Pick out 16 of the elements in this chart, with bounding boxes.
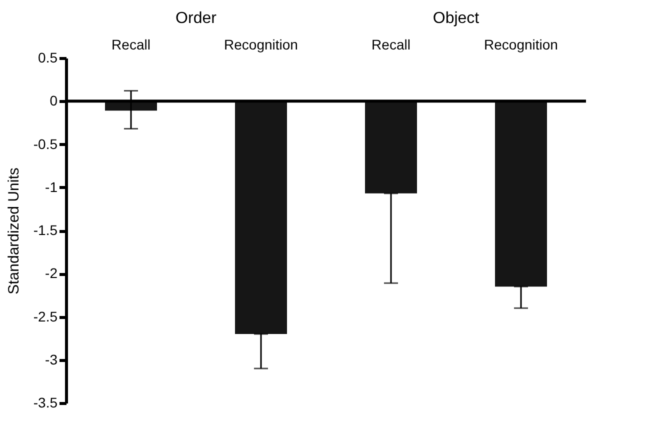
y-axis-title: Standardized Units [5,168,22,294]
x-tick-label: Recall [112,36,150,52]
x-tick-label: Recognition [484,36,558,52]
y-tick-label: 0.5 [38,50,58,66]
text: Order [176,10,218,27]
y-tick-label: -3.5 [33,394,58,410]
x-tick-label: Recall [372,36,410,52]
y-tick-label: -2 [45,265,58,282]
x-tick-label: Recognition [224,36,298,52]
y-tick-label: -1.5 [33,222,58,238]
y-tick-label: -3 [45,351,58,368]
y-tick-label: 0 [50,92,58,109]
text: Object [432,10,480,27]
y-tick-label: -1 [45,178,58,195]
y-tick-label: -0.5 [33,136,58,152]
y-tick-label: -2.5 [33,308,58,324]
